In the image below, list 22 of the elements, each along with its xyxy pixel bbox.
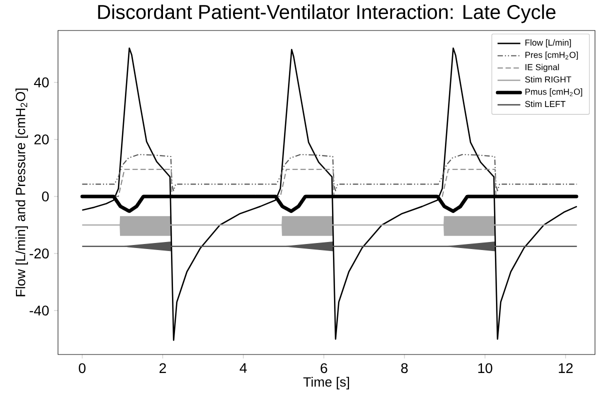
x-tick-label: 4 [240,362,247,373]
x-tick-label: 2 [160,362,166,373]
y-tick-label: -40 [30,305,49,316]
legend-label: Pmus [cmH$_{2}$O] [525,88,582,96]
y-tick-label: 0 [42,191,49,202]
y-axis-title: Flow [L/min] and Pressure [cmH$_{2}$O] [15,88,28,296]
y-tick-label: 40 [34,77,49,88]
x-axis-title: Time [s] [303,376,350,390]
x-tick-label: 6 [320,362,328,373]
x-tick-label: 10 [478,362,492,373]
legend-label: Flow [L/min] [525,39,571,48]
y-tick-label: -20 [30,248,49,258]
x-tick-label: 12 [558,362,573,373]
line-series [82,154,578,192]
y-tick-label: 20 [34,134,49,144]
legend-label: Stim RIGHT [525,76,572,82]
chart-title: Discordant Patient-Ventilator Interaction: Late Cycle [98,4,556,23]
legend-label: IE Signal [526,64,559,72]
x-tick-label: 0 [78,362,86,373]
x-tick-label: 8 [401,362,408,373]
legend-label: Pres [cmH$_{2}$O] [525,51,578,60]
legend-label: Stim LEFT [525,100,566,107]
